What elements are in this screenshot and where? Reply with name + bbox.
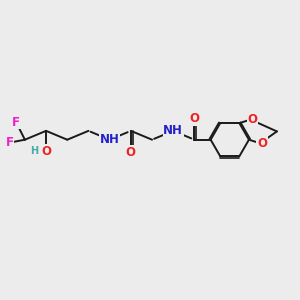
Text: O: O: [190, 112, 200, 125]
Text: O: O: [126, 146, 136, 159]
Text: F: F: [6, 136, 14, 149]
Text: H: H: [30, 146, 38, 157]
Text: NH: NH: [163, 124, 183, 137]
Text: O: O: [247, 113, 257, 126]
Text: O: O: [41, 145, 51, 158]
Text: O: O: [257, 137, 267, 150]
Text: NH: NH: [100, 133, 120, 146]
Text: F: F: [12, 116, 20, 128]
